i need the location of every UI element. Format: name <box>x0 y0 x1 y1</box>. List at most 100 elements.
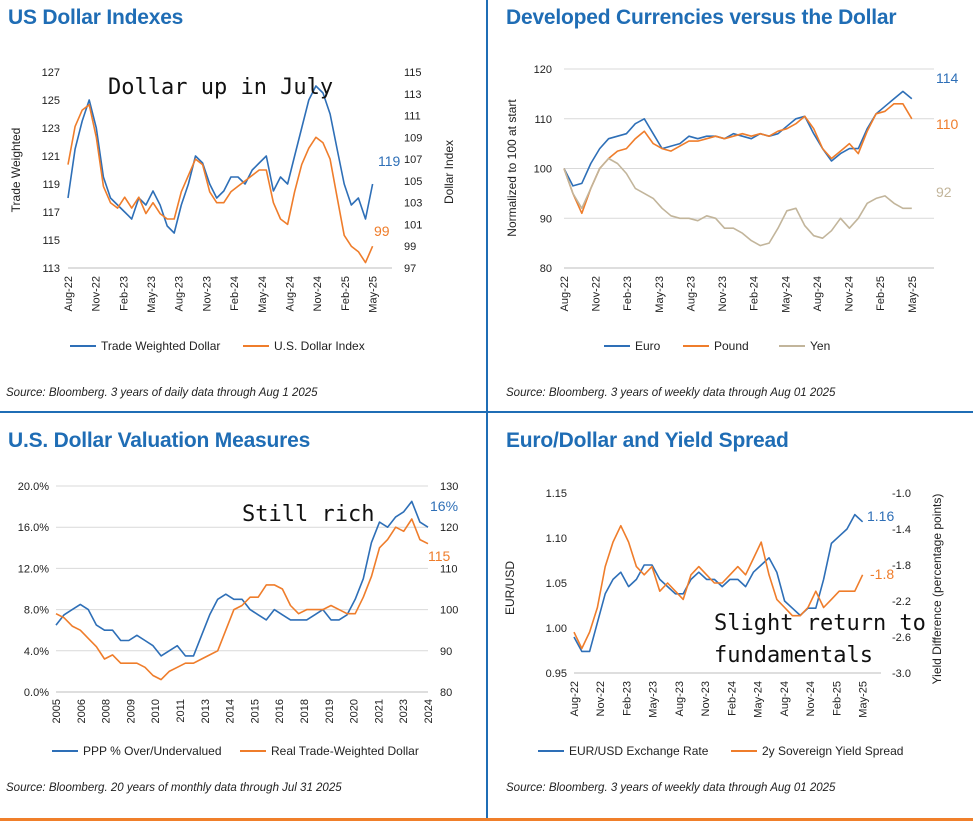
series-line-u-s-dollar-index <box>67 103 374 264</box>
y2-axis-title: Dollar Index <box>442 140 456 204</box>
y2-axis-title: Yield Difference (percentage points) <box>930 494 944 685</box>
x-tick-label: Feb-24 <box>749 276 761 311</box>
y2-tick-label: 90 <box>440 646 452 658</box>
series-line-real-trade-weighted-dollar <box>55 518 429 681</box>
vertical-divider <box>486 0 488 818</box>
x-tick-label: 2009 <box>125 699 137 723</box>
y2-tick-label: 97 <box>404 263 416 275</box>
end-value-label: 16% <box>430 498 458 514</box>
bottom-rule <box>0 818 973 821</box>
end-value-label: 119 <box>378 153 401 169</box>
x-tick-label: Aug-23 <box>174 276 186 311</box>
y2-tick-label: 130 <box>440 481 458 493</box>
y-tick-label: 119 <box>42 179 60 191</box>
panel-euro-dollar-spread: Euro/Dollar and Yield Spread 0.95 1.00 1.0… <box>488 413 973 818</box>
panel-dollar-valuation: U.S. Dollar Valuation Measures 0.0% 4.0% 8… <box>0 413 486 818</box>
y-tick-label: 127 <box>42 67 60 79</box>
x-tick-label: Aug-24 <box>812 276 824 311</box>
x-tick-label: 2013 <box>200 699 212 723</box>
x-tick-label: 2006 <box>76 699 88 723</box>
chart-us-dollar-indexes: 113 115 117 119 121 123 125 127 97 99 101 103 105 107… <box>9 67 456 353</box>
x-tick-label: May-25 <box>858 681 870 718</box>
end-value-label: 110 <box>936 116 959 132</box>
end-value-label: 99 <box>374 223 390 239</box>
y2-tick-label: -2.6 <box>892 632 911 644</box>
legend-label: Trade Weighted Dollar <box>101 339 220 353</box>
x-tick-label: 2019 <box>324 699 336 723</box>
x-tick-label: Aug-24 <box>779 681 791 716</box>
x-tick-label: Nov-23 <box>717 276 729 311</box>
end-value-label: 92 <box>936 184 952 200</box>
y2-tick-label: 111 <box>404 111 421 123</box>
y2-tick-label: -1.4 <box>892 524 911 536</box>
chart-annotation: Dollar up in July <box>108 75 333 100</box>
end-value-label: 114 <box>936 70 959 86</box>
y-tick-label: 117 <box>42 207 60 219</box>
y-tick-label: 100 <box>534 164 552 176</box>
x-tick-label: Nov-22 <box>591 276 603 311</box>
x-tick-label: 2008 <box>101 699 113 723</box>
panel-title: Developed Currencies versus the Dollar <box>506 6 897 29</box>
y-tick-label: 121 <box>42 151 60 163</box>
x-tick-label: Feb-23 <box>622 276 634 311</box>
legend-label: PPP % Over/Undervalued <box>83 744 222 758</box>
x-tick-label: 2010 <box>150 699 162 723</box>
panel-us-dollar-indexes: US Dollar Indexes 113 115 117 119 121 123 125 1… <box>0 0 486 411</box>
x-tick-label: Feb-24 <box>229 276 241 311</box>
x-tick-label: Feb-25 <box>340 276 352 311</box>
y-axis-title: Normalized to 100 at start <box>505 99 519 237</box>
y-tick-label: 115 <box>42 235 60 247</box>
legend-label: Yen <box>810 339 830 353</box>
panel-title: U.S. Dollar Valuation Measures <box>8 429 311 452</box>
x-tick-label: 2023 <box>398 699 410 723</box>
y-tick-label: 113 <box>42 263 60 275</box>
y-tick-label: 1.15 <box>546 488 567 500</box>
x-tick-label: 2018 <box>299 699 311 723</box>
x-tick-label: Aug-23 <box>674 681 686 716</box>
chart-developed-currencies: 80 90 100 110 120 Aug-22 Nov-22 Feb-23 May-23 Aug… <box>505 64 959 353</box>
y-tick-label: 1.05 <box>546 578 567 590</box>
y-tick-label: 0.0% <box>24 687 49 699</box>
end-value-label: -1.8 <box>870 566 894 582</box>
y2-tick-label: 100 <box>440 605 458 617</box>
y-tick-label: 1.00 <box>546 623 567 635</box>
y2-tick-label: 120 <box>440 522 458 534</box>
y-tick-label: 80 <box>540 263 552 275</box>
y-tick-label: 90 <box>540 213 552 225</box>
x-tick-label: Feb-23 <box>118 276 130 311</box>
x-tick-label: 2005 <box>51 699 63 723</box>
y2-tick-label: -3.0 <box>892 668 911 680</box>
x-tick-label: 2015 <box>249 699 261 723</box>
chart-euro-dollar-spread: 0.95 1.00 1.05 1.10 1.15 -3.0 -2.6 -2.2 -1.8 -1.4… <box>503 488 944 758</box>
y2-tick-label: 101 <box>404 219 422 231</box>
y2-tick-label: -1.8 <box>892 560 911 572</box>
x-tick-label: Aug-24 <box>284 276 296 311</box>
y2-tick-label: 107 <box>404 154 422 166</box>
x-tick-label: 2011 <box>175 699 187 723</box>
y-tick-label: 12.0% <box>18 563 49 575</box>
chart-source: Source: Bloomberg. 3 years of weekly dat… <box>506 782 836 794</box>
x-tick-label: Feb-25 <box>875 276 887 311</box>
y-tick-label: 20.0% <box>18 481 49 493</box>
legend-label: 2y Sovereign Yield Spread <box>762 744 903 758</box>
panel-title: US Dollar Indexes <box>8 6 184 29</box>
series-line-euro <box>563 90 913 187</box>
y-tick-label: 8.0% <box>24 605 49 617</box>
x-tick-label: Nov-23 <box>201 276 213 311</box>
y-tick-label: 1.10 <box>546 533 567 545</box>
y-tick-label: 110 <box>534 114 552 126</box>
x-tick-label: Nov-22 <box>595 681 607 716</box>
x-tick-label: Aug-22 <box>559 276 571 311</box>
y2-tick-label: 109 <box>404 132 422 144</box>
x-tick-label: Aug-22 <box>63 276 75 311</box>
x-tick-label: 2016 <box>274 699 286 723</box>
x-tick-label: 2024 <box>423 699 435 723</box>
y2-tick-label: 115 <box>404 67 422 79</box>
legend-label: U.S. Dollar Index <box>274 339 365 353</box>
x-tick-label: May-24 <box>753 681 765 718</box>
x-tick-label: Feb-23 <box>621 681 633 716</box>
x-tick-label: May-24 <box>257 276 269 313</box>
x-tick-label: Nov-24 <box>844 276 856 311</box>
y-tick-label: 4.0% <box>24 646 49 658</box>
y2-tick-label: 80 <box>440 687 452 699</box>
